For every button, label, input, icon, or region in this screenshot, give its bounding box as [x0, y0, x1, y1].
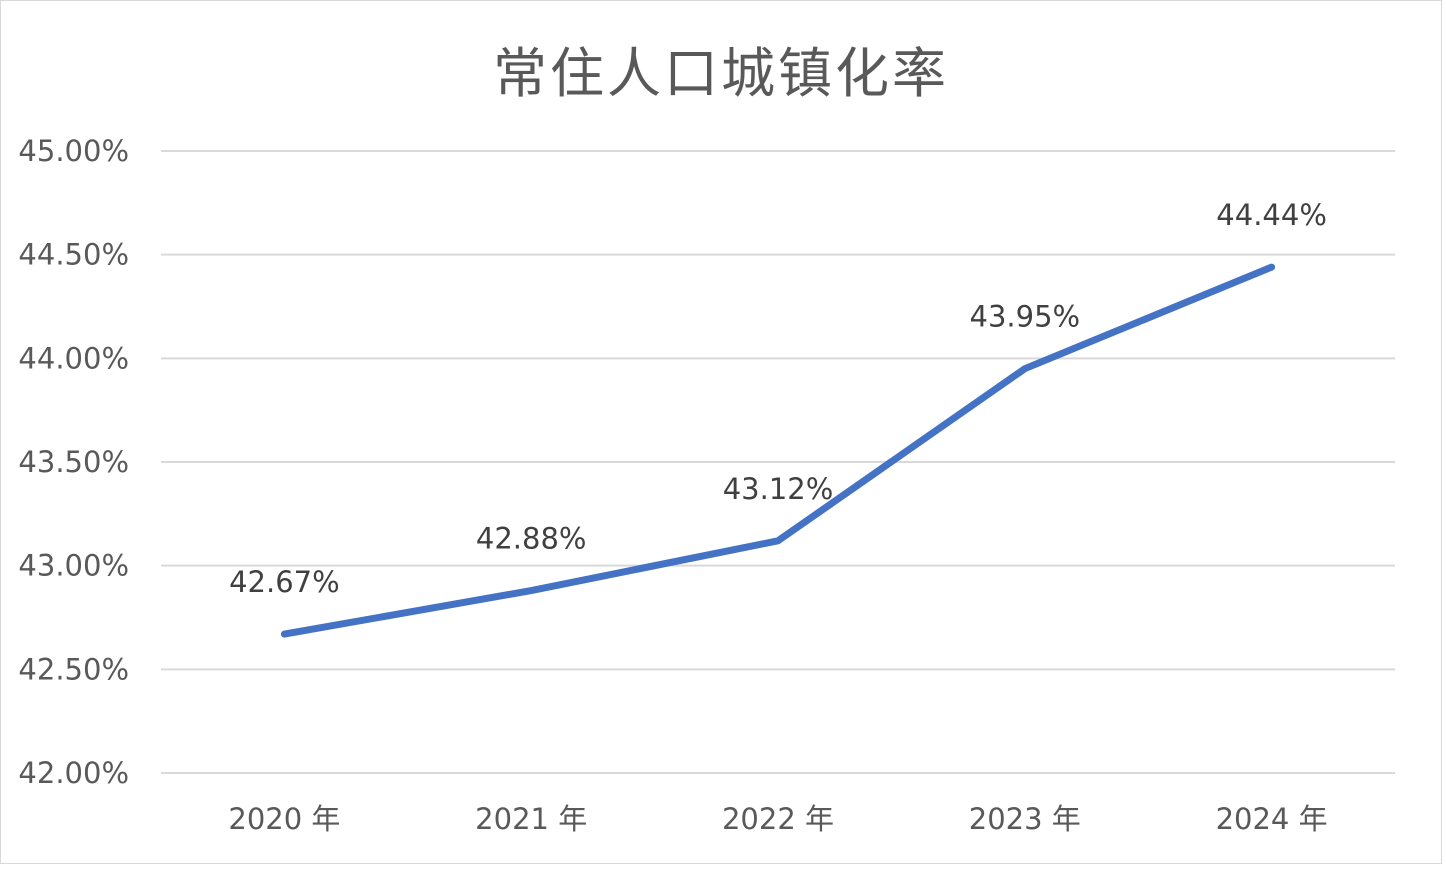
x-tick-label: 2023 年: [969, 802, 1081, 836]
y-tick-label: 43.50%: [18, 445, 129, 479]
y-tick-label: 42.50%: [18, 652, 129, 686]
series-line: [280, 263, 1276, 638]
y-tick-label: 45.00%: [18, 134, 129, 168]
data-label: 42.88%: [476, 522, 587, 556]
x-tick-label: 2021 年: [475, 802, 587, 836]
data-label: 43.95%: [970, 300, 1081, 334]
y-tick-label: 43.00%: [18, 549, 129, 583]
x-tick-label: 2020 年: [228, 802, 340, 836]
chart-title: 常住人口城镇化率: [493, 42, 949, 105]
x-tick-label: 2022 年: [722, 802, 834, 836]
y-tick-label: 44.00%: [18, 341, 129, 375]
data-label: 44.44%: [1216, 198, 1327, 232]
data-label: 43.12%: [723, 472, 834, 506]
y-tick-label: 44.50%: [18, 238, 129, 272]
y-tick-label: 42.00%: [18, 756, 129, 790]
x-tick-label: 2024 年: [1216, 802, 1328, 836]
data-label: 42.67%: [229, 565, 340, 599]
